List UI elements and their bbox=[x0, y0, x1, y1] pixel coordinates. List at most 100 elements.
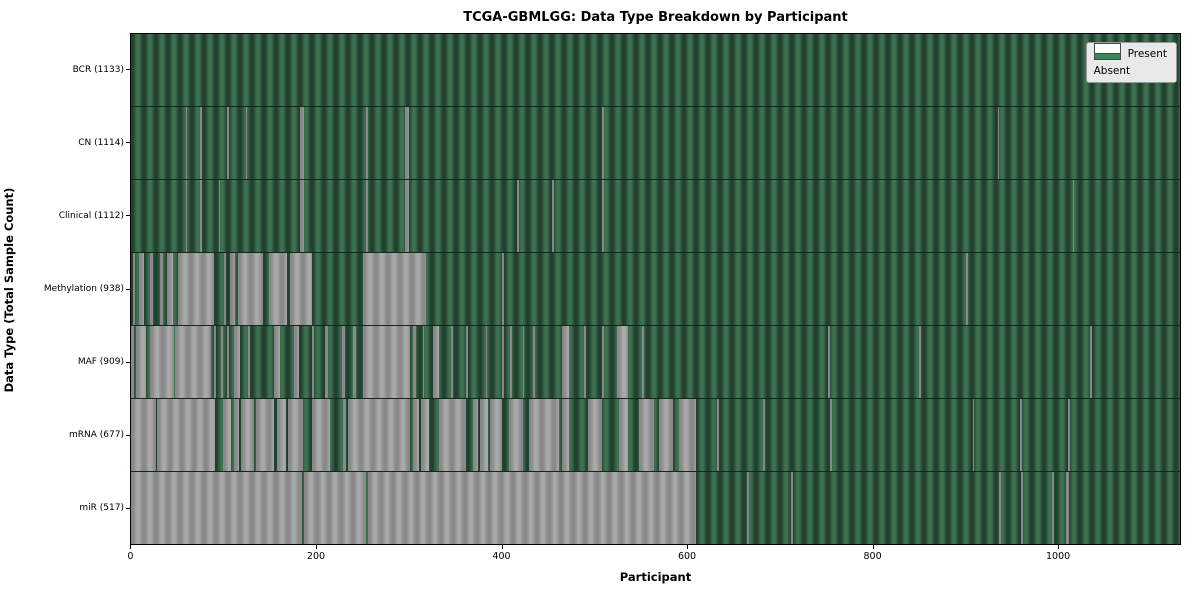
absent-segment bbox=[490, 399, 503, 471]
absent-segment bbox=[156, 399, 216, 471]
absent-segment bbox=[717, 399, 719, 471]
plot-area bbox=[130, 33, 1181, 545]
ytick-label-bcr: BCR (1133) bbox=[72, 64, 124, 75]
absent-segment bbox=[502, 253, 505, 325]
absent-segment bbox=[439, 399, 467, 471]
absent-segment bbox=[214, 326, 217, 398]
absent-segment bbox=[972, 399, 975, 471]
absent-segment bbox=[343, 399, 346, 471]
absent-segment bbox=[218, 180, 221, 252]
absent-segment bbox=[1090, 326, 1093, 398]
ytick-mark bbox=[126, 434, 130, 436]
absent-segment bbox=[200, 107, 203, 179]
absent-segment bbox=[131, 399, 156, 471]
ytick-label-cn: CN (1114) bbox=[78, 137, 124, 148]
absent-segment bbox=[999, 472, 1002, 544]
absent-segment bbox=[422, 326, 425, 398]
absent-segment bbox=[583, 326, 586, 398]
absent-segment bbox=[1067, 399, 1070, 471]
row-methylation bbox=[131, 252, 1180, 325]
absent-segment bbox=[311, 399, 331, 471]
absent-segment bbox=[247, 326, 250, 398]
absent-segment bbox=[532, 326, 535, 398]
absent-segment bbox=[255, 399, 274, 471]
ytick-label-maf: MAF (909) bbox=[77, 357, 124, 368]
legend-present-label: Present bbox=[1127, 48, 1167, 60]
absent-segment bbox=[966, 253, 968, 325]
ytick-mark bbox=[126, 215, 130, 217]
absent-segment bbox=[185, 107, 188, 179]
absent-segment bbox=[509, 326, 513, 398]
absent-segment bbox=[223, 253, 227, 325]
absent-segment bbox=[293, 326, 299, 398]
absent-segment bbox=[366, 107, 368, 179]
ytick-mark bbox=[126, 288, 130, 290]
absent-segment bbox=[277, 399, 286, 471]
xtick-mark bbox=[130, 545, 132, 549]
absent-segment bbox=[639, 399, 655, 471]
absent-segment bbox=[522, 326, 525, 398]
absent-segment bbox=[791, 472, 793, 544]
absent-segment bbox=[618, 399, 629, 471]
absent-segment bbox=[325, 326, 329, 398]
ytick-label-mir: miR (517) bbox=[79, 503, 124, 514]
absent-segment bbox=[413, 399, 419, 471]
absent-segment bbox=[353, 326, 356, 398]
ytick-mark bbox=[126, 361, 130, 363]
absent-segment bbox=[273, 326, 281, 398]
absent-segment bbox=[1052, 472, 1055, 544]
absent-segment bbox=[562, 326, 569, 398]
absent-segment bbox=[485, 326, 488, 398]
absent-segment bbox=[466, 326, 468, 398]
absent-segment bbox=[746, 472, 749, 544]
absent-segment bbox=[420, 399, 430, 471]
absent-segment bbox=[200, 180, 203, 252]
absent-segment bbox=[131, 326, 134, 398]
absent-segment bbox=[552, 180, 555, 252]
absent-segment bbox=[149, 326, 174, 398]
row-mir bbox=[131, 471, 1180, 544]
absent-segment bbox=[602, 326, 605, 398]
absent-segment bbox=[185, 180, 188, 252]
absent-segment bbox=[918, 326, 921, 398]
absent-segment bbox=[268, 253, 287, 325]
legend: Present Absent bbox=[1085, 42, 1177, 83]
xtick-mark bbox=[315, 545, 317, 549]
absent-segment bbox=[245, 107, 248, 179]
absent-segment bbox=[135, 326, 146, 398]
legend-absent-label: Absent bbox=[1093, 65, 1131, 77]
absent-segment bbox=[304, 472, 367, 544]
absent-segment bbox=[997, 107, 1000, 179]
xtick-label-1000: 1000 bbox=[1045, 551, 1071, 562]
absent-segment bbox=[132, 253, 135, 325]
absent-segment bbox=[830, 399, 832, 471]
ytick-mark bbox=[126, 507, 130, 509]
absent-segment bbox=[222, 399, 231, 471]
absent-segment bbox=[602, 107, 605, 179]
absent-segment bbox=[472, 399, 479, 471]
absent-segment bbox=[290, 253, 312, 325]
absent-segment bbox=[300, 107, 305, 179]
absent-segment bbox=[1072, 180, 1075, 252]
xtick-mark bbox=[687, 545, 689, 549]
x-axis-label: Participant bbox=[619, 570, 692, 584]
absent-segment bbox=[178, 253, 215, 325]
absent-segment bbox=[1066, 472, 1069, 544]
absent-segment bbox=[300, 180, 305, 252]
absent-segment bbox=[366, 180, 368, 252]
ytick-mark bbox=[126, 142, 130, 144]
absent-segment bbox=[288, 399, 304, 471]
absent-segment bbox=[763, 399, 766, 471]
row-cn bbox=[131, 106, 1180, 179]
absent-segment bbox=[413, 326, 417, 398]
absent-segment bbox=[368, 472, 696, 544]
absent-segment bbox=[342, 326, 345, 398]
absent-segment bbox=[131, 472, 303, 544]
xtick-mark bbox=[1058, 545, 1060, 549]
absent-segment bbox=[828, 326, 831, 398]
absent-segment bbox=[529, 399, 559, 471]
xtick-label-400: 400 bbox=[492, 551, 511, 562]
absent-segment bbox=[405, 107, 409, 179]
xtick-mark bbox=[872, 545, 874, 549]
